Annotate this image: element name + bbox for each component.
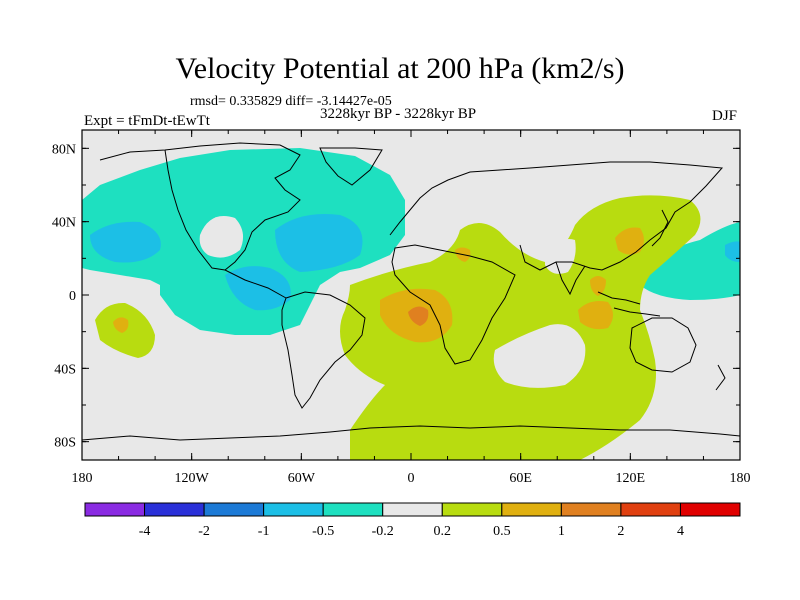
contour-pos-maritime [590,276,606,296]
y-tick-label: 80N [52,142,76,157]
coastline-europe [389,167,531,236]
x-tick-label: 60W [288,471,316,486]
contour-pos-southpacific-core [113,317,129,333]
contour-hole-arabia [545,239,576,274]
coastline-australia [629,317,697,373]
coastline-north-america [99,142,301,299]
coastlines [82,142,740,441]
colorbar-swatch [679,502,741,517]
colorbar-swatch [263,502,324,517]
colorbar-label: -0.5 [312,524,334,539]
x-tick-label: 120E [616,471,646,486]
y-tick-label: 40S [54,362,76,377]
colorbar-label: 0.5 [493,524,511,539]
colorbar-label: 0.2 [434,524,452,539]
coastline-north-america-west [164,149,226,271]
colorbar-swatch [84,502,146,517]
contour-neg-caribbean-core [225,266,291,311]
colorbar-swatch [560,502,622,517]
contour-fills [82,148,740,460]
contour-pos-indian-east [578,301,613,330]
y-tick-label: 40N [52,216,76,231]
x-tick-label: 180 [730,471,751,486]
coastline-asia [519,161,724,271]
coastline-africa [391,244,516,365]
contour-hole-mexico [199,216,244,258]
colorbar-label: -2 [198,524,210,539]
coastline-maritime-continent [597,291,661,317]
colorbar: -4 -2 -1 -0.5 -0.2 0.2 0.5 1 2 4 [84,502,741,539]
colorbar-swatch [144,502,205,517]
colorbar-swatch [620,502,681,517]
contour-pos-amazon-core [408,306,429,326]
contour-neg-atlantic-core [275,214,363,272]
period-line: 3228kyr BP - 3228kyr BP [320,106,477,122]
coastline-south-america [281,291,366,409]
y-tick-label: 0 [69,289,76,304]
coastline-new-zealand [715,364,726,391]
map-panel [81,129,741,461]
coastline-greenland [319,147,383,186]
y-tick-label: 80S [54,436,76,451]
x-tick-label: 60E [509,471,532,486]
contour-neg-westpac-core [725,241,740,262]
stats-line: rmsd= 0.335829 diff= -3.14427e-05 [190,94,392,109]
colorbar-swatch [501,502,562,517]
colorbar-label: -1 [258,524,270,539]
coastline-india [555,261,586,296]
colorbar-label: -4 [139,524,151,539]
contour-hole-southatlantic [493,324,586,388]
map-axes: 180 120W 60W 0 60E 120E 180 80N 40N 0 40S 80S [52,130,751,486]
colorbar-label: 1 [558,524,565,539]
map-title: Velocity Potential at 200 hPa (km2/s) [175,52,625,85]
colorbar-label: -0.2 [372,524,394,539]
colorbar-swatch [441,502,503,517]
contour-neg-north-band [82,148,405,335]
experiment-label: Expt = tFmDt-tEwTt [84,113,210,129]
colorbar-swatch [203,502,265,517]
colorbar-swatch [322,502,384,517]
colorbar-label: 4 [677,524,684,539]
contour-neg-pacific-core [90,221,161,263]
contour-pos-eastasia [615,227,644,255]
colorbar-label: 2 [617,524,624,539]
season-label: DJF [712,108,738,124]
contour-neg-westpac [640,222,740,300]
contour-pos-main [340,195,701,460]
colorbar-swatch [382,502,443,517]
x-tick-label: 120W [175,471,210,486]
x-tick-label: 180 [72,471,93,486]
coastline-antarctica [82,425,740,441]
coastline-japan [651,209,669,247]
x-tick-label: 0 [408,471,415,486]
